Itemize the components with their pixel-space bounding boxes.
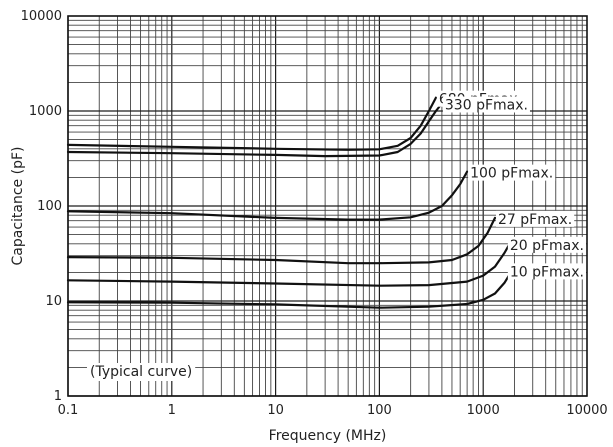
series-label-background	[442, 96, 530, 113]
series-label: 20 pFmax.	[510, 238, 584, 254]
typical-curve-note-background	[87, 363, 196, 381]
series-label: 330 pFmax.	[445, 97, 528, 113]
series-line	[66, 242, 511, 287]
series-line	[66, 102, 443, 158]
y-tick-label: 100	[37, 199, 62, 214]
y-tick-label: 10000	[21, 9, 62, 24]
series-line	[66, 269, 514, 309]
series-label: 100 pFmax.	[470, 166, 553, 182]
typical-curve-note: (Typical curve)	[90, 364, 192, 380]
x-tick-label: 10000	[566, 403, 607, 418]
grid	[67, 16, 587, 397]
plot-frame	[67, 15, 588, 397]
y-tick-label: 1	[54, 389, 62, 404]
series-label: 27 pFmax.	[498, 212, 572, 228]
series-label-background	[507, 236, 586, 253]
y-tick-label: 1000	[29, 104, 62, 119]
x-tick-label: 1000	[467, 403, 500, 418]
series-label-background	[507, 263, 586, 280]
x-axis-title: Frequency (MHz)	[269, 428, 387, 444]
series-lines	[66, 96, 514, 309]
plot-border	[67, 15, 588, 397]
y-tick-label: 10	[45, 294, 62, 309]
series-labels: 680 pFmax.330 pFmax.100 pFmax.27 pFmax.2…	[436, 90, 586, 280]
x-tick-label: 10	[267, 403, 284, 418]
series-label: 10 pFmax.	[510, 264, 584, 280]
x-tick-label: 100	[367, 403, 392, 418]
x-tick-label: 0.1	[58, 403, 79, 418]
series-line	[66, 96, 437, 151]
series-label-background	[468, 164, 556, 181]
series-label-background	[496, 210, 575, 227]
x-tick-label: 1	[168, 403, 176, 418]
series-line	[66, 170, 469, 221]
series-line	[66, 216, 497, 265]
y-axis-title: Capacitance (pF)	[10, 147, 26, 266]
